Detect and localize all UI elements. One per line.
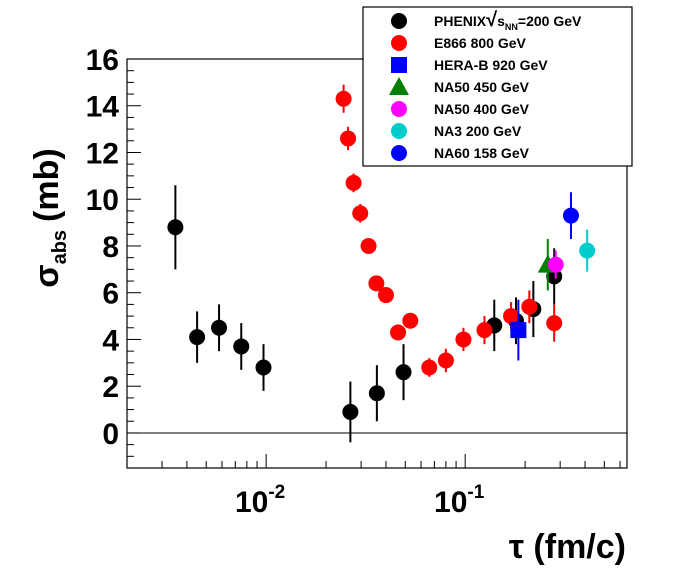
x-tick-label: 10-1 [434, 482, 485, 519]
y-axis-label-symbol: σ [28, 264, 66, 287]
legend-label: E866 800 GeV [434, 35, 527, 51]
legend-marker [391, 13, 407, 29]
data-point [211, 319, 228, 336]
y-tick-label: 10 [86, 184, 119, 217]
data-point [503, 308, 520, 325]
series-5 [579, 229, 596, 272]
legend-label-post: =200 GeV [518, 13, 582, 29]
legend-marker [391, 123, 407, 139]
y-tick-label: 12 [86, 137, 119, 170]
y-tick-label: 0 [102, 418, 119, 451]
x-tick-label-base: 10 [434, 486, 467, 519]
data-point [340, 130, 357, 147]
legend-label-sub: NN [505, 22, 518, 32]
legend-label-root: √ [486, 9, 498, 31]
series-6 [562, 192, 579, 239]
legend-label: NA60 158 GeV [434, 145, 530, 161]
y-axis-label-sub: abs [49, 230, 71, 264]
y-tick-label: 8 [102, 231, 119, 264]
legend-label: NA3 200 GeV [434, 123, 522, 139]
x-axis-label: τ (fm/c) [509, 528, 626, 566]
x-tick-label-exponent: -1 [467, 482, 484, 503]
y-tick-label: 2 [102, 371, 119, 404]
data-point [342, 403, 359, 420]
legend-marker [391, 145, 407, 161]
legend-label: NA50 400 GeV [434, 101, 530, 117]
legend-marker [391, 35, 407, 51]
legend-label: HERA-B 920 GeV [434, 57, 548, 73]
legend-box [362, 6, 633, 167]
data-point [255, 359, 272, 376]
data-point [579, 242, 596, 259]
data-point [437, 352, 454, 369]
data-point [562, 207, 579, 224]
data-point [546, 315, 563, 332]
y-axis-label: σabs (mb) [28, 148, 71, 287]
legend-marker [391, 57, 407, 73]
y-tick-label: 4 [102, 324, 119, 357]
data-point [521, 298, 538, 315]
legend-label: NA50 450 GeV [434, 79, 530, 95]
data-point [360, 237, 377, 254]
data-point [167, 219, 184, 236]
data-point [189, 329, 206, 346]
data-point [402, 312, 419, 329]
data-point [368, 385, 385, 402]
data-point [368, 275, 385, 292]
data-point [335, 90, 352, 107]
data-point [455, 331, 472, 348]
legend-label-pre: PHENIX [434, 13, 487, 29]
legend-label-s: s [497, 13, 505, 29]
legend-marker [391, 101, 407, 117]
y-tick-label: 16 [86, 44, 119, 77]
series-1 [335, 84, 563, 377]
data-layer [167, 84, 596, 443]
data-point [510, 322, 527, 339]
y-tick-label: 14 [86, 91, 120, 124]
data-point [547, 256, 564, 273]
series-4 [547, 250, 564, 279]
data-point [395, 364, 412, 381]
legend-marker [389, 77, 409, 95]
data-point [377, 287, 394, 304]
legend-label: PHENIX√sNN=200 GeV [434, 9, 582, 32]
y-tick-label: 6 [102, 278, 119, 311]
data-point [352, 205, 369, 222]
data-point [345, 174, 362, 191]
series-2 [510, 299, 527, 361]
x-tick-label: 10-2 [235, 482, 285, 519]
legend: PHENIX√sNN=200 GeV E866 800 GeV HERA-B 920… [362, 6, 633, 167]
data-point [390, 324, 407, 341]
data-point [233, 338, 250, 355]
data-point [421, 359, 438, 376]
data-point [476, 322, 493, 339]
x-tick-label-base: 10 [235, 486, 268, 519]
x-tick-label-exponent: -2 [268, 482, 285, 503]
y-axis-label-unit: (mb) [28, 148, 66, 222]
